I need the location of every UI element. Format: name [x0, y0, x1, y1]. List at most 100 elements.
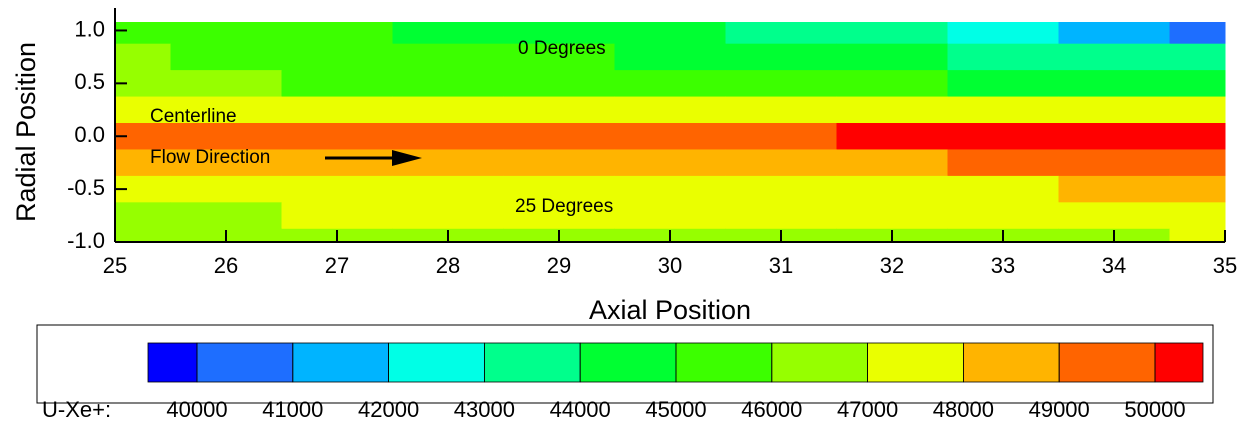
contour-cell — [1169, 202, 1226, 230]
contour-cell — [947, 43, 1059, 71]
contour-cell — [1169, 149, 1226, 177]
contour-cell — [614, 149, 726, 177]
contour-cell — [1058, 202, 1170, 230]
colorbar-swatch — [579, 342, 677, 383]
colorbar-swatch — [1154, 342, 1204, 383]
contour-cell — [614, 123, 726, 150]
contour-cell — [836, 43, 948, 71]
annotation: Flow Direction — [150, 147, 270, 168]
contour-cell — [503, 149, 615, 177]
contour-cell — [1169, 123, 1226, 150]
contour-cell — [392, 123, 504, 150]
colorbar-swatch — [963, 342, 1060, 383]
contour-cell — [1058, 22, 1170, 45]
contour-cell — [725, 70, 837, 98]
contour-cell — [836, 70, 948, 98]
contour-cell — [170, 43, 282, 71]
contour-cell — [281, 202, 393, 230]
contour-cell — [115, 43, 171, 71]
colorbar-level-label: 42000 — [358, 397, 419, 422]
colorbar-swatch — [483, 342, 581, 383]
contour-cell — [1058, 43, 1170, 71]
contour-cell — [836, 149, 948, 177]
contour-cell — [170, 22, 282, 45]
contour-cell — [392, 149, 504, 177]
contour-cell — [115, 228, 171, 243]
colorbar: 40000 41000 42000 43000 44000 45000 46000 47000… — [147, 342, 1204, 422]
annotation: 0 Degrees — [518, 38, 606, 59]
contour-cell — [170, 96, 282, 124]
contour-cell — [947, 175, 1059, 203]
contour-cell — [503, 70, 615, 98]
x-tick-label: 35 — [1213, 253, 1237, 278]
contour-cell — [725, 96, 837, 124]
contour-cell — [1058, 175, 1170, 203]
contour-field — [115, 22, 1226, 243]
contour-cell — [392, 202, 504, 230]
contour-cell — [503, 43, 615, 71]
contour-cell — [614, 43, 726, 71]
colorbar-level-label: 44000 — [550, 397, 611, 422]
contour-cell — [947, 96, 1059, 124]
contour-cell — [947, 123, 1059, 150]
contour-cell — [170, 175, 282, 203]
contour-cell — [503, 175, 615, 203]
x-tick-label: 28 — [436, 253, 460, 278]
contour-cell — [614, 175, 726, 203]
x-tick-label: 26 — [214, 253, 238, 278]
contour-cell — [281, 43, 393, 71]
colorbar-level-label: 49000 — [1029, 397, 1090, 422]
contour-cell — [836, 175, 948, 203]
contour-cell — [947, 70, 1059, 98]
contour-cell — [947, 22, 1059, 45]
contour-cell — [947, 149, 1059, 177]
contour-cell — [281, 175, 393, 203]
contour-cell — [1169, 228, 1226, 243]
colorbar-swatch — [771, 342, 868, 383]
contour-cell — [392, 70, 504, 98]
colorbar-level-label: 41000 — [262, 397, 323, 422]
x-axis-title: Axial Position — [589, 295, 751, 325]
contour-cell — [281, 70, 393, 98]
contour-cell — [614, 202, 726, 230]
contour-cell — [1169, 22, 1226, 45]
x-tick-label: 33 — [991, 253, 1015, 278]
colorbar-level-label: 45000 — [645, 397, 706, 422]
contour-cell — [170, 123, 282, 150]
contour-cell — [1169, 175, 1226, 203]
flow-arrow-head — [392, 150, 422, 166]
colorbar-label: U-Xe+: — [42, 397, 111, 422]
contour-cell — [115, 96, 171, 124]
contour-cell — [1058, 123, 1170, 150]
contour-cell — [392, 175, 504, 203]
contour-cell — [614, 70, 726, 98]
contour-cell — [115, 202, 171, 230]
contour-cell — [1169, 70, 1226, 98]
x-tick-label: 29 — [547, 253, 571, 278]
contour-cell — [503, 22, 615, 45]
colorbar-swatch — [147, 342, 198, 383]
contour-cell — [725, 22, 837, 45]
contour-cell — [614, 96, 726, 124]
contour-cell — [503, 202, 615, 230]
contour-cell — [836, 202, 948, 230]
x-tick-label: 25 — [103, 253, 127, 278]
contour-cell — [170, 149, 282, 177]
x-tick-label: 32 — [880, 253, 904, 278]
contour-cell — [281, 123, 393, 150]
colorbar-level-label: 50000 — [1124, 397, 1185, 422]
contour-cell — [281, 22, 393, 45]
contour-cell — [1058, 96, 1170, 124]
colorbar-swatch — [292, 342, 389, 383]
contour-cell — [115, 149, 171, 177]
colorbar-swatch — [867, 342, 964, 383]
x-tick-label: 30 — [658, 253, 682, 278]
annotation: Centerline — [150, 106, 237, 127]
contour-cell — [281, 149, 393, 177]
contour-cell — [392, 43, 504, 71]
y-tick-label: 1.0 — [74, 16, 105, 41]
colorbar-swatch — [1058, 342, 1156, 383]
colorbar-swatch — [675, 342, 773, 383]
colorbar-swatch — [196, 342, 294, 383]
colorbar-frame — [36, 324, 1214, 404]
